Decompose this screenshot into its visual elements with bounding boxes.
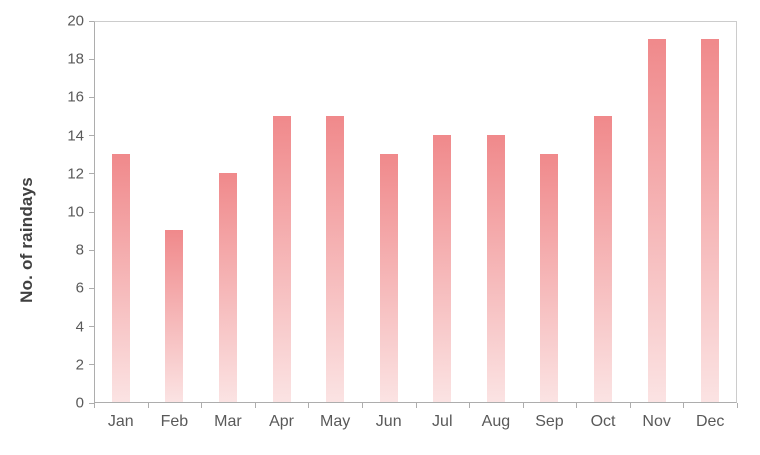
x-tick-mark (415, 403, 417, 408)
y-axis-title: No. of raindays (17, 177, 36, 303)
y-tick-mark (89, 287, 94, 289)
bar-jun (379, 153, 398, 402)
y-tick-mark (89, 135, 94, 137)
y-tick-mark (89, 402, 94, 404)
y-tick-label: 6 (75, 279, 84, 297)
x-category-label-may: May (320, 413, 351, 430)
x-tick-mark (576, 403, 578, 408)
x-tick-mark (308, 403, 310, 408)
plot-area (94, 21, 737, 403)
bar-nov (647, 39, 666, 402)
x-tick-mark (147, 403, 149, 408)
bar-sep (540, 153, 559, 402)
x-category-label-feb: Feb (160, 413, 189, 430)
y-tick-mark (89, 249, 94, 251)
bar-dec (701, 39, 720, 402)
x-category-label-apr: Apr (269, 413, 294, 430)
y-tick-label: 8 (75, 241, 84, 259)
x-tick-mark (469, 403, 471, 408)
x-tick-mark (683, 403, 685, 408)
y-tick-mark (89, 20, 94, 22)
y-tick-label: 16 (67, 88, 84, 106)
bar-aug (486, 134, 505, 402)
x-category-label-mar: Mar (214, 413, 242, 430)
y-tick-label: 4 (75, 318, 84, 336)
y-tick-label: 20 (67, 12, 84, 30)
x-tick-mark (737, 403, 738, 408)
y-tick-label: 14 (67, 127, 84, 145)
y-tick-label: 0 (75, 394, 84, 412)
y-tick-label: 10 (67, 203, 84, 221)
x-tick-mark (361, 403, 363, 408)
x-category-label-jan: Jan (107, 413, 134, 430)
x-tick-mark (629, 403, 631, 408)
bar-jul (433, 134, 452, 402)
y-tick-mark (89, 173, 94, 175)
x-category-label-jul: Jul (432, 413, 453, 430)
x-tick-mark (254, 403, 256, 408)
y-tick-mark (89, 58, 94, 60)
x-tick-mark (522, 403, 524, 408)
bar-may (326, 115, 345, 402)
bar-feb (165, 230, 184, 402)
bar-oct (594, 115, 613, 402)
x-category-label-nov: Nov (642, 413, 671, 430)
bar-jan (111, 153, 130, 402)
y-tick-label: 2 (75, 356, 84, 374)
bar-apr (272, 115, 291, 402)
y-tick-mark (89, 96, 94, 98)
y-tick-mark (89, 364, 94, 366)
bar-mar (218, 172, 237, 402)
x-tick-mark (94, 403, 95, 408)
x-category-label-oct: Oct (590, 413, 616, 430)
y-tick-mark (89, 326, 94, 328)
x-category-label-sep: Sep (535, 413, 564, 430)
x-tick-mark (201, 403, 203, 408)
x-category-label-dec: Dec (695, 413, 725, 430)
x-category-label-aug: Aug (481, 413, 511, 430)
y-tick-label: 18 (67, 50, 84, 68)
y-tick-mark (89, 211, 94, 213)
x-category-label-jun: Jun (375, 413, 402, 430)
y-tick-label: 12 (67, 165, 84, 183)
